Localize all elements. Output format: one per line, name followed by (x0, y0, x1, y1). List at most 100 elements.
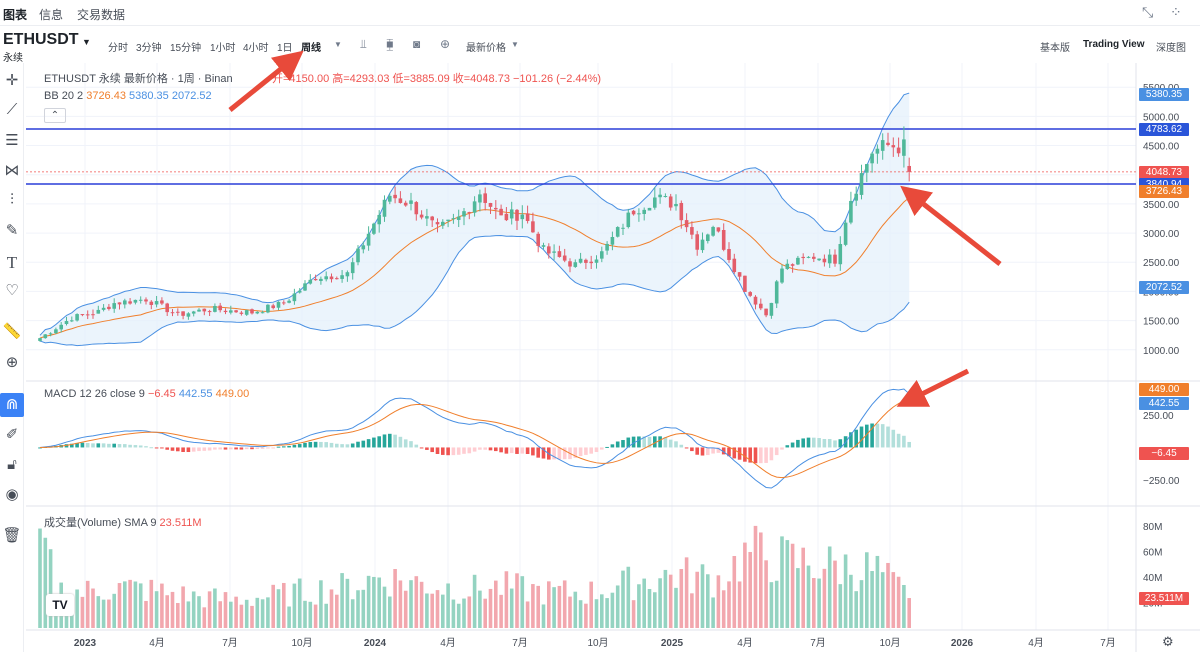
brush-icon[interactable]: ✎ (5, 222, 19, 239)
tf-tick[interactable]: 分时 (108, 43, 128, 54)
volume-bar (361, 589, 366, 628)
symbol-name[interactable]: ETHUSDT (3, 31, 79, 48)
macd-bar (441, 447, 445, 455)
volume-bar (335, 594, 339, 628)
candle (774, 281, 779, 304)
macd-bar (589, 447, 593, 454)
volume-bar (695, 571, 699, 628)
tab-info[interactable]: 信息 (39, 8, 64, 22)
ruler-icon[interactable]: 📏 (2, 323, 22, 340)
tab-chart[interactable]: 图表 (3, 8, 28, 22)
heart-icon[interactable]: ♡ (5, 282, 19, 299)
macd-bar (647, 436, 652, 448)
candle-type-icon[interactable]: ⧯ (386, 37, 394, 51)
candle (859, 173, 864, 195)
tf-1h[interactable]: 1小时 (210, 43, 236, 54)
grid-menu-icon[interactable]: ⁘ (1170, 4, 1182, 20)
indicator-icon[interactable]: ⫫ (360, 37, 367, 51)
candle (653, 197, 657, 208)
macd-axis-label: 449.00 (1139, 383, 1189, 396)
volume-bar (515, 573, 519, 628)
candle (170, 312, 175, 314)
more-timeframes-caret-icon[interactable]: ▼ (334, 40, 342, 49)
volume-bar (101, 599, 106, 628)
text-icon[interactable]: T (6, 253, 18, 272)
volume-bar (260, 599, 265, 628)
candle (138, 299, 143, 301)
price-type-select[interactable]: 最新价格 (466, 43, 506, 54)
candle (266, 304, 270, 313)
crosshair-icon[interactable]: ✛ (5, 72, 19, 89)
lock-drawing-icon[interactable]: ✐ (5, 426, 19, 443)
volume-bar (568, 596, 572, 628)
macd-bar (366, 439, 371, 448)
macd-bar (748, 447, 752, 463)
chart-canvas[interactable]: 5500.005000.004500.004000.003500.003000.… (0, 63, 1200, 652)
macd-tick: 250.00 (1143, 411, 1174, 422)
candle (329, 276, 334, 280)
candle (759, 303, 763, 309)
volume-bar (75, 589, 79, 628)
candle (425, 216, 429, 219)
macd-bar (409, 441, 413, 448)
macd-bar (149, 447, 154, 449)
candle (350, 262, 355, 274)
volume-bar (117, 583, 122, 628)
collapse-legend-button[interactable]: ⌃ (44, 108, 66, 123)
candle (790, 264, 795, 266)
macd-bar (732, 447, 737, 459)
macd-bar (812, 437, 816, 448)
macd-bar (101, 443, 106, 448)
add-icon[interactable]: ⊕ (440, 37, 451, 51)
tf-1d[interactable]: 1日 (277, 43, 293, 54)
horizontal-lines-icon[interactable]: ☰ (5, 132, 19, 149)
candle (191, 311, 196, 314)
volume-bar (785, 540, 790, 628)
lock-icon[interactable]: 🔓︎ (7, 456, 17, 473)
pattern-icon[interactable]: ⋈ (4, 162, 20, 179)
macd-bar (229, 447, 233, 450)
tf-15m[interactable]: 15分钟 (170, 43, 202, 54)
zoom-icon[interactable]: ⊕ (5, 354, 19, 371)
candle (838, 244, 843, 265)
volume-bar (488, 588, 493, 628)
legend-open: 开=4150.00 (272, 73, 330, 85)
volume-bar (849, 574, 853, 628)
macd-bar (721, 447, 726, 455)
collapse-icon[interactable]: ⤡ (1142, 4, 1154, 20)
time-tick: 7月 (222, 637, 238, 649)
macd-bar (827, 439, 832, 448)
candle (812, 256, 816, 259)
camera-icon[interactable]: ◙ (413, 37, 421, 51)
volume-bar (144, 600, 148, 628)
magnet-icon[interactable]: ⋒ (0, 393, 24, 417)
price-type-caret-icon[interactable]: ▼ (511, 40, 519, 49)
fib-icon[interactable]: ⫶ (10, 191, 14, 208)
candle (292, 293, 297, 302)
time-tick: 2025 (661, 638, 684, 649)
volume-bar (796, 568, 800, 628)
trash-icon[interactable]: 🗑︎ (2, 527, 22, 544)
tf-4h[interactable]: 4小时 (243, 43, 269, 54)
candle (91, 314, 95, 316)
drawing-toolbar: ✛ ⟋ ☰ ⋈ ⫶ ✎ T ♡ 📏 ⊕ ⋒ ✐ 🔓︎ ◉ 🗑︎ (0, 63, 24, 652)
tf-1w[interactable]: 周线 (301, 43, 321, 54)
tab-basic[interactable]: 基本版 (1040, 43, 1070, 54)
tab-depth[interactable]: 深度图 (1156, 43, 1186, 54)
macd-bar (345, 444, 350, 448)
volume-bar (615, 585, 620, 628)
candle (663, 195, 668, 197)
eye-icon[interactable]: ◉ (5, 486, 19, 503)
settings-gear-icon[interactable]: ⚙ (1162, 634, 1174, 649)
volume-bar (716, 575, 721, 628)
macd-bar (319, 441, 323, 448)
tf-3m[interactable]: 3分钟 (136, 43, 162, 54)
volume-bar (350, 599, 355, 628)
symbol-caret-icon[interactable]: ▼ (82, 37, 91, 47)
macd-bar (907, 441, 911, 448)
trendline-icon[interactable]: ⟋ (6, 101, 18, 118)
tab-trading-data[interactable]: 交易数据 (77, 8, 126, 22)
volume-bar (478, 590, 482, 628)
candle (589, 261, 593, 264)
tab-trading-view[interactable]: Trading View (1083, 39, 1145, 50)
